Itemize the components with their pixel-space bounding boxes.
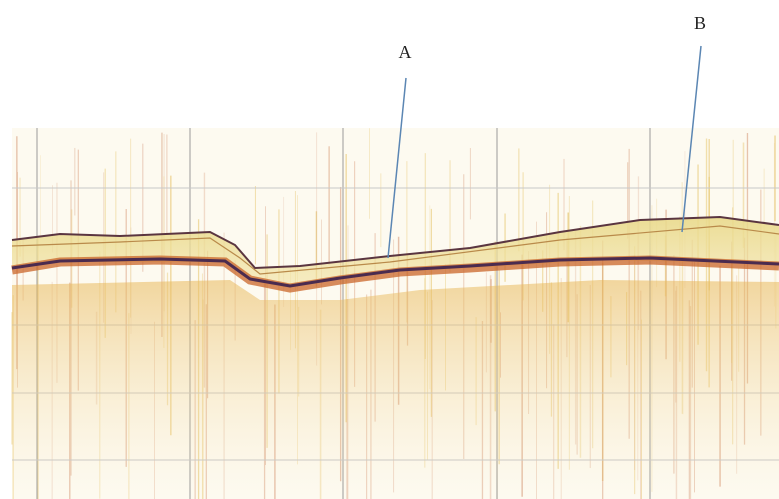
sediment-layer: [12, 217, 779, 288]
annotation-label: B: [694, 13, 706, 33]
subbottom-fill: [12, 280, 779, 499]
pointer-line: [681, 45, 702, 233]
bedrock-reflector-core: [11, 256, 779, 288]
seabed-reflector: [11, 215, 779, 270]
annotation-label: A: [399, 42, 412, 62]
internal-reflector: [11, 225, 779, 275]
pointer-line: [387, 77, 407, 259]
